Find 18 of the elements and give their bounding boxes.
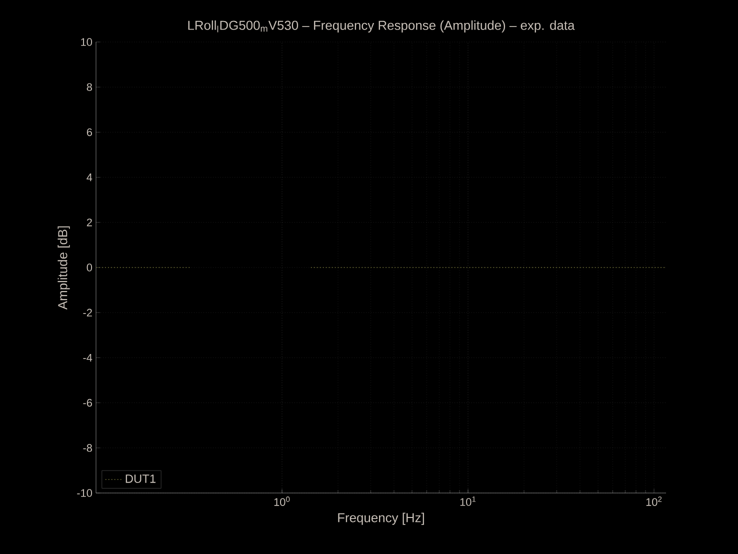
x-tick-label: 10$^{2}$ xyxy=(646,496,662,506)
y-tick-label: 2 xyxy=(86,218,92,226)
y-tick-label: -2 xyxy=(83,308,92,316)
y-axis-title: Amplitude [dB] xyxy=(58,226,70,310)
y-tick-label: 0 xyxy=(86,264,92,272)
y-tick-label: 4 xyxy=(86,174,92,182)
y-tick-label: -10 xyxy=(77,489,92,497)
y-tick-label: -8 xyxy=(83,444,92,452)
legend-label: DUT1 xyxy=(126,474,156,483)
x-tick-label: 10$^{1}$ xyxy=(460,496,476,506)
x-tick-label: 10$^{0}$ xyxy=(274,496,290,506)
y-tick-label: 8 xyxy=(86,83,92,91)
y-tick-label: -4 xyxy=(83,354,92,362)
y-tick-label: 10 xyxy=(81,38,92,46)
y-tick-label: -6 xyxy=(83,398,92,407)
x-axis-title: Frequency [Hz] xyxy=(338,512,424,525)
chart-title: LRoll$_{l}$DG500$_{m}$V530 – Frequency Response (Amplitude) – exp. data xyxy=(188,20,575,32)
y-tick-label: 6 xyxy=(86,128,92,136)
